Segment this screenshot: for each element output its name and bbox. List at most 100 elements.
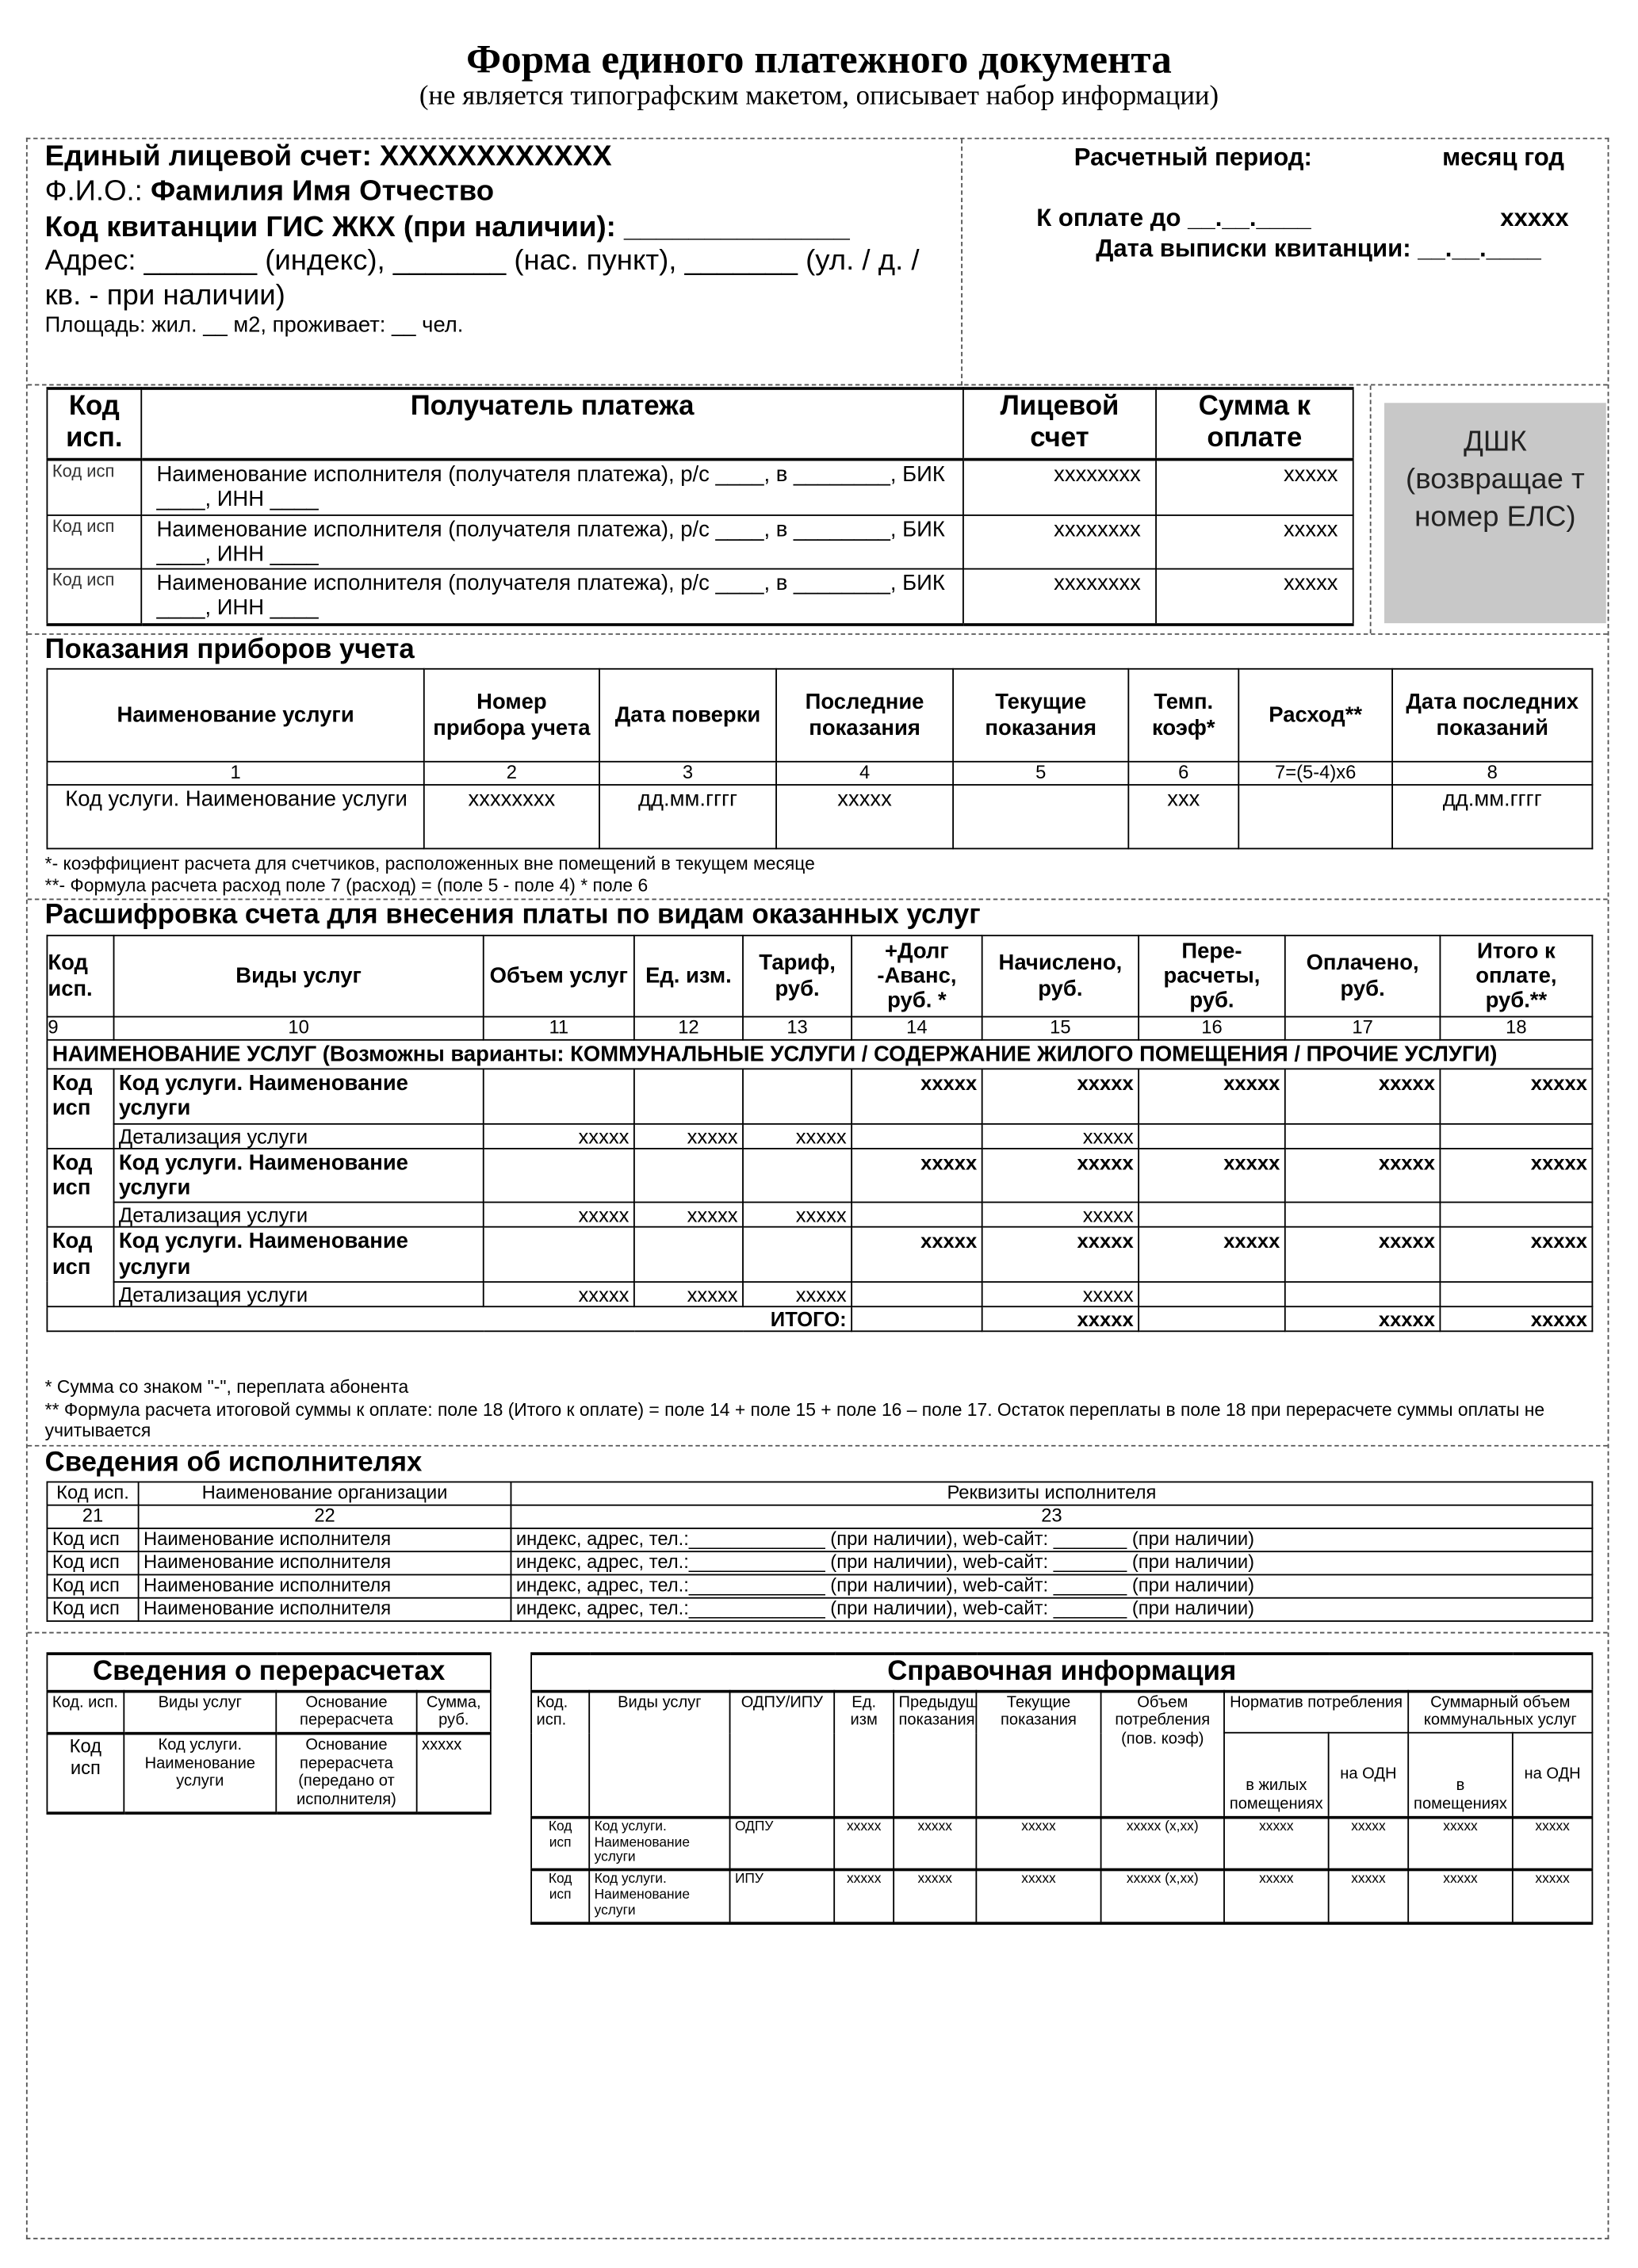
table-cell: xxxxx bbox=[775, 783, 955, 850]
table-cell: дд.мм.гггг bbox=[599, 783, 777, 850]
table-cell: xxxxx bbox=[742, 1202, 853, 1229]
payee-row: Код исп Наименование исполнителя (получат… bbox=[46, 568, 1354, 625]
col-header: Код. исп. bbox=[46, 1690, 125, 1735]
table-cell bbox=[633, 1226, 744, 1283]
fio: Ф.И.О.: Фамилия Имя Отчество bbox=[45, 175, 494, 208]
table-cell: xxxxxxxx bbox=[423, 783, 600, 850]
table-cell bbox=[742, 1226, 853, 1283]
reference-row: Код исп Код услуги. Наименование услуги ИП… bbox=[530, 1869, 1594, 1925]
number-row: 9 10 11 12 13 14 15 16 17 18 bbox=[46, 1015, 1594, 1041]
table-cell: xxxxx bbox=[1284, 1226, 1441, 1283]
table-cell: Наименование исполнителя (получателя пла… bbox=[140, 568, 964, 625]
detail-row: Детализация услуги xxxxx xxxxx xxxxx xxxxx bbox=[47, 1123, 1594, 1149]
col-header: Предыдущие показания bbox=[893, 1690, 978, 1818]
recalc-title: Сведения о перерасчетах bbox=[46, 1653, 492, 1693]
table-cell: xxxxx (x,xx) bbox=[1100, 1869, 1225, 1925]
divider bbox=[27, 1444, 1608, 1447]
table-cell: xxxxx bbox=[415, 1732, 492, 1815]
table-cell: xxxxx bbox=[1407, 1816, 1514, 1872]
table-cell: xxxxx bbox=[1155, 568, 1354, 625]
table-cell bbox=[1138, 1306, 1286, 1333]
breakdown-title: Расшифровка счета для внесения платы по … bbox=[44, 900, 981, 931]
service-row: Код исп Код услуги. Наименование услуги xx… bbox=[46, 1226, 1594, 1308]
col-number: 7=(5-4)x6 bbox=[1238, 760, 1393, 786]
col-header: Код исп. bbox=[46, 935, 115, 1018]
divider bbox=[27, 898, 1608, 901]
col-header: Дата последних показаний bbox=[1391, 667, 1594, 763]
due-amount: xxxxx bbox=[1500, 204, 1569, 232]
col-header: Дата поверки bbox=[599, 667, 777, 763]
col-header: Текущие показания bbox=[975, 1690, 1102, 1818]
address-line-2: кв. - при наличии) bbox=[44, 279, 285, 312]
table-cell: xxxxx bbox=[833, 1816, 895, 1872]
table-cell: Код исп bbox=[46, 1574, 140, 1599]
col-number: 1 bbox=[46, 760, 425, 786]
table-cell: xxxxx bbox=[1284, 1147, 1441, 1203]
header-row: Код. исп. Виды услуг ОДПУ/ИПУ Ед. изм Предыд… bbox=[530, 1690, 1594, 1818]
table-cell: xxxxx (x,xx) bbox=[1100, 1816, 1225, 1872]
table-cell: xxxxx bbox=[851, 1226, 983, 1283]
divider bbox=[27, 633, 1608, 635]
col-header: Сумма к оплате bbox=[1155, 388, 1354, 461]
col-header: Сумма, руб. bbox=[415, 1690, 492, 1735]
table-cell: xxxxx bbox=[981, 1202, 1140, 1229]
table-cell bbox=[1138, 1123, 1286, 1149]
divider bbox=[27, 1631, 1608, 1634]
table-cell: xxxxx bbox=[851, 1068, 983, 1125]
table-cell: xxxxx bbox=[981, 1123, 1140, 1149]
col-header: Оплачено, руб. bbox=[1284, 935, 1441, 1018]
col-header: Реквизиты исполнителя bbox=[510, 1481, 1594, 1506]
table-cell: Наименование исполнителя (получателя пла… bbox=[140, 458, 964, 515]
col-header: Норматив потребления bbox=[1223, 1690, 1410, 1734]
header-row: Код исп. Виды услуг Объем услуг Ед. изм. Тар… bbox=[46, 935, 1594, 1018]
col-header: Пере-расчеты, руб. bbox=[1138, 935, 1286, 1018]
col-number: 10 bbox=[113, 1015, 484, 1041]
document-subtitle: (не является типографским макетом, описы… bbox=[419, 81, 1219, 112]
table-cell: xxxxx bbox=[1439, 1306, 1594, 1333]
executor-row: Код исп Наименование исполнителя индекс, а… bbox=[46, 1597, 1594, 1622]
col-header: Основание перерасчета bbox=[275, 1690, 418, 1735]
table-cell: Код исп bbox=[46, 1597, 140, 1622]
col-header: Код исп. bbox=[46, 1481, 140, 1506]
footnote: ** Формула расчета итоговой суммы к опла… bbox=[44, 1400, 1545, 1441]
table-cell: Код исп bbox=[46, 1527, 140, 1552]
table-cell: xxx bbox=[1127, 783, 1240, 850]
gis-code: Код квитанции ГИС ЖКХ (при наличии): ___… bbox=[44, 211, 850, 244]
col-header: Суммарный объем коммунальных услуг bbox=[1407, 1690, 1594, 1734]
col-number: 12 bbox=[633, 1015, 744, 1041]
number-row: 21 22 23 bbox=[46, 1504, 1594, 1529]
table-cell: индекс, адрес, тел.:_____________ (при н… bbox=[510, 1527, 1594, 1552]
col-header: Объем потребления (пов. коэф) bbox=[1100, 1690, 1225, 1818]
table-cell: Детализация услуги bbox=[113, 1123, 484, 1149]
table-cell: xxxxxxxx bbox=[962, 458, 1157, 515]
table-cell: xxxxx bbox=[1284, 1068, 1441, 1125]
table-cell bbox=[851, 1123, 983, 1149]
detail-row: Детализация услуги xxxxx xxxxx xxxxx xxxxx bbox=[47, 1280, 1594, 1308]
col-number: 11 bbox=[482, 1015, 635, 1041]
table-cell: xxxxx bbox=[1284, 1306, 1441, 1333]
table-cell: xxxxx bbox=[981, 1147, 1140, 1203]
col-number: 13 bbox=[742, 1015, 853, 1041]
col-number: 3 bbox=[599, 760, 777, 786]
col-header: Код. исп. bbox=[530, 1690, 591, 1818]
table-cell: Код исп bbox=[46, 1732, 125, 1815]
table-cell: Наименование исполнителя bbox=[137, 1550, 512, 1575]
table-cell: ОДПУ bbox=[729, 1816, 836, 1872]
col-header: Код исп. bbox=[46, 388, 143, 461]
table-cell: Код услуги. Наименование услуги bbox=[588, 1816, 731, 1872]
table-cell: xxxxx bbox=[981, 1280, 1140, 1308]
table-cell: Наименование исполнителя bbox=[137, 1527, 512, 1552]
els-account: Единый лицевой счет: XXXXXXXXXXXX bbox=[44, 140, 612, 173]
meter-row: Код услуги. Наименование услуги xxxxxxxx д… bbox=[46, 783, 1594, 850]
col-header: Ед. изм. bbox=[633, 935, 744, 1018]
issue-date: Дата выписки квитанции: __.__.____ bbox=[1096, 235, 1541, 262]
col-header: Наименование организации bbox=[137, 1481, 512, 1506]
table-cell: xxxxx bbox=[1223, 1869, 1330, 1925]
total-label: ИТОГО: bbox=[46, 1306, 853, 1333]
col-header: Номер прибора учета bbox=[423, 667, 600, 763]
table-cell: Код исп bbox=[46, 1147, 115, 1229]
table-cell: Код услуги. Наименование услуги bbox=[113, 1147, 484, 1203]
table-cell: xxxxx bbox=[1511, 1869, 1594, 1925]
recalc-row: Код исп Код услуги. Наименование услуги Ос… bbox=[46, 1732, 492, 1815]
area-info: Площадь: жил. __ м2, проживает: __ чел. bbox=[44, 312, 464, 338]
